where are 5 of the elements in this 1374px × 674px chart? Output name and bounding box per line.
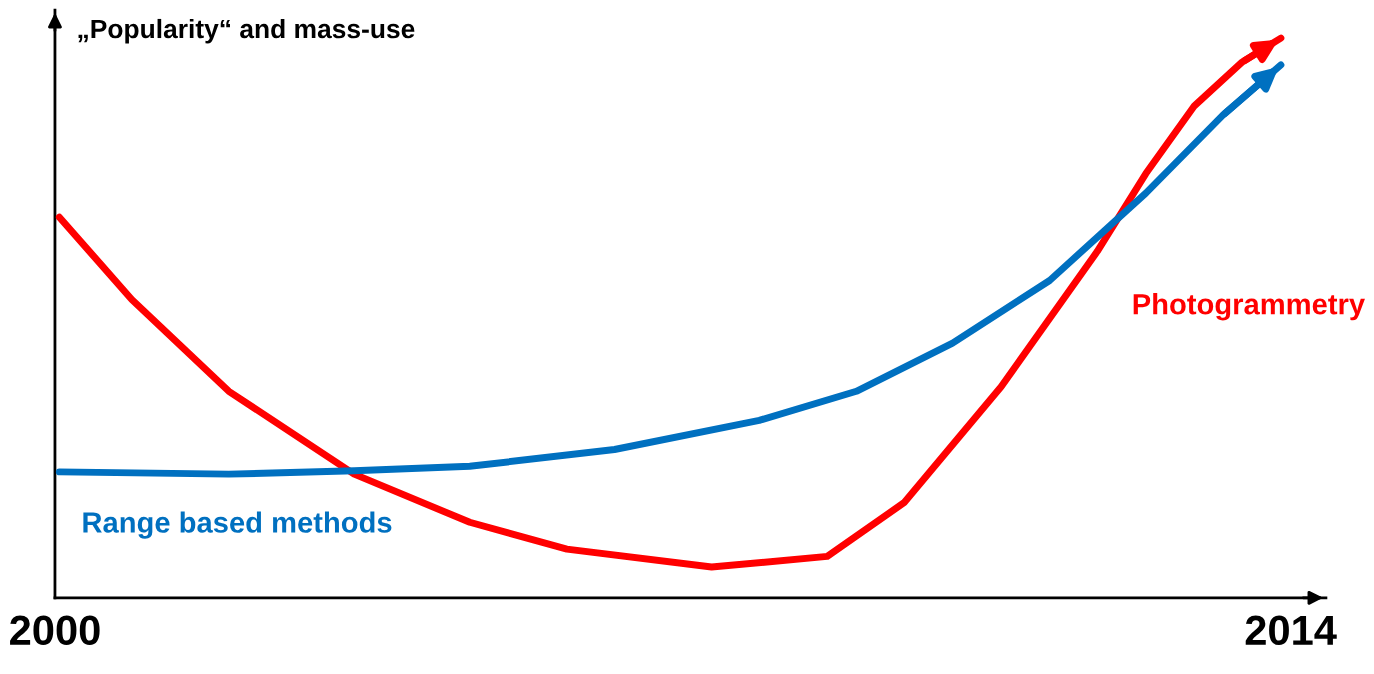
series-label: Range based methods [83, 511, 392, 539]
series-label: Photogrammetry [1133, 293, 1365, 321]
x-tick-label: 2014 [1245, 615, 1337, 646]
x-tick-label: 2000 [10, 615, 100, 646]
y-axis-title: „Popularity“ and mass-use [78, 18, 415, 44]
